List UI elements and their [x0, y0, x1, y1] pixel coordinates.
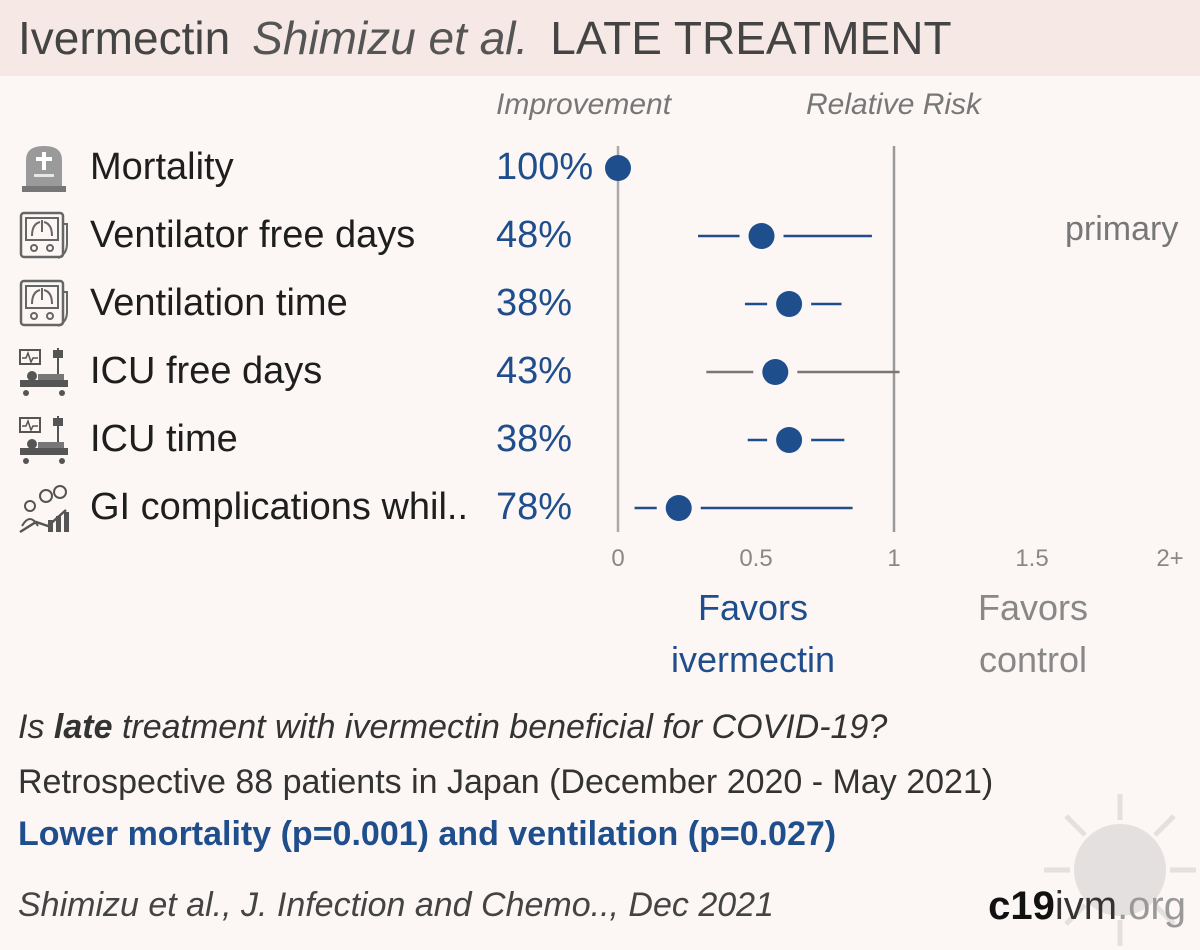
- treatment-stage: LATE TREATMENT: [550, 12, 952, 64]
- citation: Shimizu et al., J. Infection and Chemo..…: [18, 886, 774, 924]
- favors-control-line2: control: [978, 639, 1088, 680]
- improvement-column-header: Improvement: [496, 88, 672, 121]
- outcome-row: Ventilation time 38%: [0, 274, 1200, 334]
- improvement-value: 38%: [496, 282, 573, 324]
- title-bar: Ivermectin Shimizu et al. LATE TREATMENT: [0, 0, 1200, 76]
- outcome-label: Mortality: [90, 146, 234, 188]
- outcome-row: GI complications whil.. 78%: [0, 478, 1200, 538]
- favors-treatment-line2: ivermectin: [670, 639, 836, 680]
- brand-logo[interactable]: c19ivm.org: [988, 884, 1186, 929]
- effect-point: [605, 155, 631, 181]
- outcome-label: ICU time: [90, 418, 238, 460]
- primary-outcome-note: primary: [1065, 210, 1179, 248]
- outcome-row: ICU free days 43%: [0, 342, 1200, 402]
- x-tick-label: 1: [887, 545, 900, 572]
- question-bold: late: [53, 708, 113, 746]
- favors-control-label: Favors control: [940, 582, 1126, 686]
- outcome-label: GI complications whil..: [90, 486, 469, 528]
- favors-control-line1: Favors: [977, 587, 1089, 628]
- improvement-value: 100%: [496, 146, 594, 188]
- brand-part2: ivm: [1054, 884, 1118, 928]
- effect-point: [762, 359, 789, 385]
- improvement-value: 43%: [496, 350, 573, 392]
- x-tick-label: 0: [611, 545, 624, 572]
- effect-point: [748, 223, 775, 249]
- icu-bed-icon: [18, 346, 70, 398]
- study-authors: Shimizu et al.: [252, 12, 529, 64]
- ventilator-icon: [18, 278, 70, 330]
- outcome-row: Mortality 100%: [0, 138, 1200, 198]
- improvement-value: 78%: [496, 486, 573, 528]
- brand-part3: .org: [1117, 884, 1186, 928]
- effect-point: [665, 495, 692, 521]
- study-design: Retrospective 88 patients in Japan (Dece…: [18, 763, 994, 801]
- icu-bed-icon: [18, 414, 70, 466]
- ventilator-icon: [18, 210, 70, 262]
- study-conclusion: Lower mortality (p=0.001) and ventilatio…: [18, 815, 837, 853]
- favors-treatment-line1: Favors: [697, 587, 809, 628]
- drug-name: Ivermectin: [18, 12, 231, 64]
- question-suffix: treatment with ivermectin beneficial for…: [112, 708, 888, 746]
- outcome-label: ICU free days: [90, 350, 323, 392]
- favors-treatment-label: Favors ivermectin: [640, 582, 866, 686]
- x-tick-label: 2+: [1156, 545, 1183, 572]
- effect-point: [776, 291, 803, 317]
- forest-plot: 0 0.5 1 1.5 2+: [605, 146, 1184, 572]
- improvement-value: 38%: [496, 418, 573, 460]
- outcome-label: Ventilator free days: [90, 214, 416, 256]
- virus-icon: [1044, 794, 1196, 946]
- brand-part1: c19: [988, 884, 1055, 928]
- outcome-row: Ventilator free days 48% primary: [0, 206, 1200, 266]
- x-tick-label: 0.5: [739, 545, 772, 572]
- outcome-label: Ventilation time: [90, 282, 348, 324]
- x-tick-label: 1.5: [1015, 545, 1048, 572]
- tombstone-icon: [18, 142, 70, 194]
- improvement-value: 48%: [496, 214, 573, 256]
- relative-risk-column-header: Relative Risk: [806, 88, 982, 121]
- question-text: Is late treatment with ivermectin benefi…: [18, 708, 887, 747]
- effect-point: [776, 427, 803, 453]
- progression-icon: [18, 482, 70, 534]
- page-title: Ivermectin Shimizu et al. LATE TREATMENT: [18, 10, 974, 66]
- question-prefix: Is: [18, 708, 54, 746]
- outcome-row: ICU time 38%: [0, 410, 1200, 470]
